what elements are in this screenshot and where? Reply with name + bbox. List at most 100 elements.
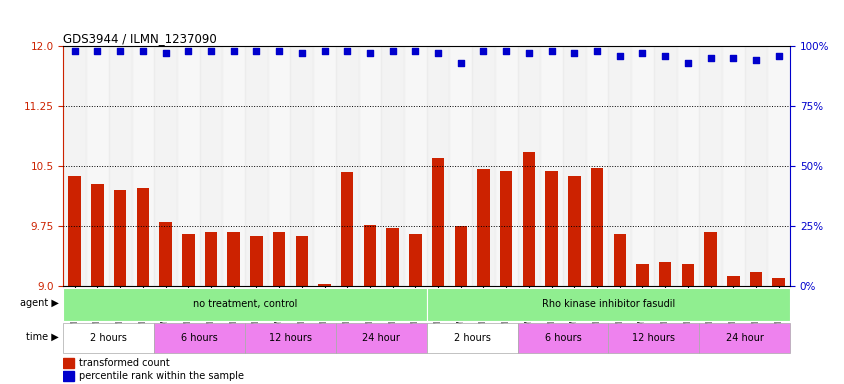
Point	[272, 48, 285, 54]
Bar	[68, 176, 81, 286]
Text: GDS3944 / ILMN_1237090: GDS3944 / ILMN_1237090	[63, 32, 217, 45]
Bar	[658, 262, 671, 286]
Bar	[268, 46, 290, 286]
Point	[680, 60, 694, 66]
Bar	[613, 234, 625, 286]
Bar	[676, 46, 699, 286]
Point	[771, 53, 785, 59]
Bar	[653, 46, 676, 286]
Bar	[449, 46, 472, 286]
Point	[726, 55, 739, 61]
Bar	[408, 234, 421, 286]
Bar	[699, 323, 789, 353]
Bar	[132, 46, 154, 286]
Bar	[63, 371, 74, 381]
Point	[136, 48, 149, 54]
Point	[408, 48, 422, 54]
Point	[476, 48, 490, 54]
Bar	[245, 323, 336, 353]
Point	[590, 48, 603, 54]
Bar	[91, 184, 104, 286]
Point	[657, 53, 671, 59]
Bar	[472, 46, 495, 286]
Text: transformed count: transformed count	[79, 358, 170, 368]
Bar	[363, 225, 376, 286]
Bar	[726, 276, 738, 286]
Bar	[222, 46, 245, 286]
Text: Rho kinase inhibitor fasudil: Rho kinase inhibitor fasudil	[541, 299, 674, 310]
Bar	[336, 46, 358, 286]
Point	[249, 48, 262, 54]
Text: 24 hour: 24 hour	[362, 333, 400, 343]
Text: 12 hours: 12 hours	[631, 333, 674, 343]
Bar	[704, 232, 716, 286]
Point	[181, 48, 195, 54]
Bar	[181, 234, 194, 286]
Bar	[495, 46, 517, 286]
Point	[340, 48, 354, 54]
Bar	[250, 236, 262, 286]
Bar	[517, 323, 608, 353]
Point	[113, 48, 127, 54]
Bar	[176, 46, 199, 286]
Text: agent ▶: agent ▶	[20, 298, 59, 308]
Bar	[608, 46, 630, 286]
Point	[522, 50, 535, 56]
Text: percentile rank within the sample: percentile rank within the sample	[79, 371, 244, 381]
Text: 24 hour: 24 hour	[725, 333, 763, 343]
Bar	[63, 288, 426, 321]
Point	[317, 48, 331, 54]
Bar	[63, 358, 74, 368]
Point	[90, 48, 104, 54]
Bar	[562, 46, 585, 286]
Bar	[358, 46, 381, 286]
Bar	[636, 265, 648, 286]
Point	[204, 48, 218, 54]
Bar	[137, 189, 149, 286]
Bar	[699, 46, 721, 286]
Bar	[721, 46, 744, 286]
Bar	[585, 46, 608, 286]
Bar	[744, 46, 766, 286]
Bar	[500, 171, 511, 286]
Bar	[290, 46, 313, 286]
Bar	[630, 46, 653, 286]
Bar	[608, 323, 699, 353]
Bar	[771, 278, 784, 286]
Bar	[403, 46, 426, 286]
Bar	[160, 222, 171, 286]
Bar	[154, 323, 245, 353]
Point	[612, 53, 625, 59]
Bar	[295, 236, 308, 286]
Bar	[114, 190, 127, 286]
Bar	[544, 171, 557, 286]
Bar	[454, 226, 467, 286]
Text: 6 hours: 6 hours	[544, 333, 581, 343]
Bar	[336, 323, 426, 353]
Bar	[273, 232, 285, 286]
Text: 6 hours: 6 hours	[181, 333, 218, 343]
Point	[295, 50, 308, 56]
Bar	[63, 46, 86, 286]
Point	[386, 48, 399, 54]
Bar	[341, 172, 353, 286]
Point	[749, 58, 762, 64]
Bar	[381, 46, 403, 286]
Bar	[539, 46, 562, 286]
Point	[635, 50, 648, 56]
Point	[453, 60, 467, 66]
Bar	[318, 285, 330, 286]
Bar	[204, 232, 217, 286]
Bar	[227, 232, 240, 286]
Point	[703, 55, 717, 61]
Bar	[426, 46, 449, 286]
Point	[567, 50, 581, 56]
Point	[430, 50, 444, 56]
Bar	[477, 169, 490, 286]
Bar	[386, 228, 398, 286]
Bar	[431, 158, 444, 286]
Bar	[63, 323, 154, 353]
Text: 12 hours: 12 hours	[268, 333, 311, 343]
Text: no treatment, control: no treatment, control	[192, 299, 297, 310]
Bar	[749, 273, 761, 286]
